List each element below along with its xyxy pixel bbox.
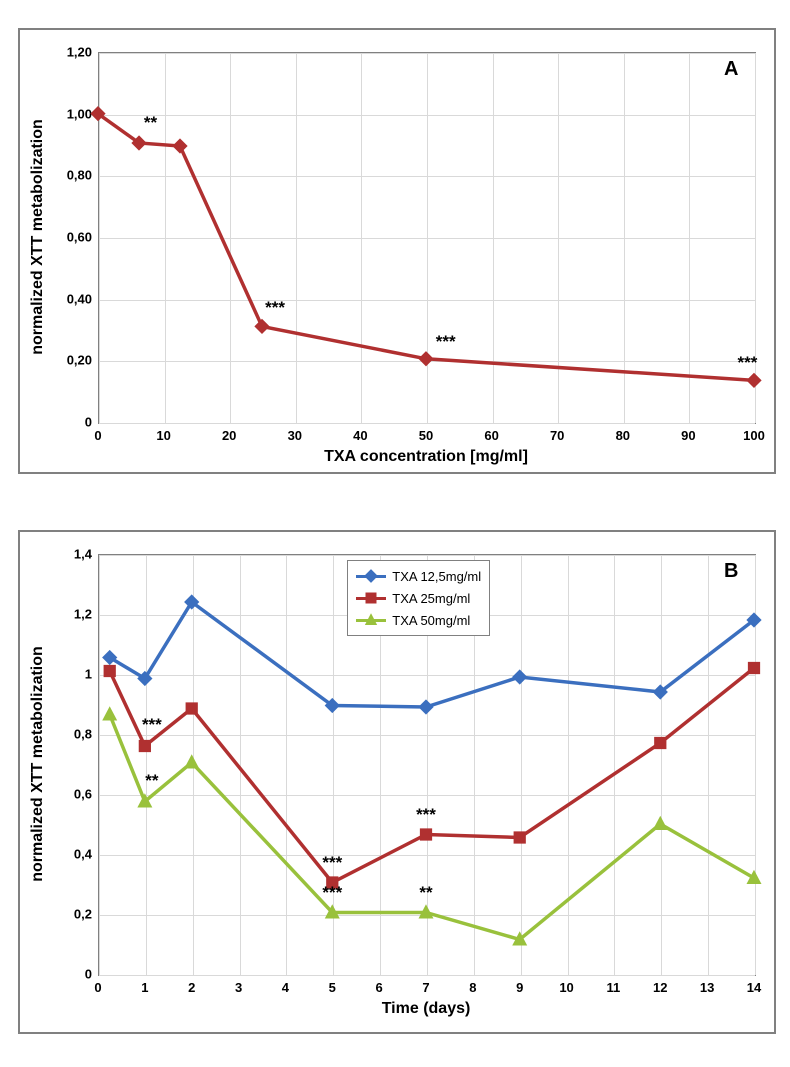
gridline: [296, 53, 297, 423]
x-tick-label: 5: [329, 980, 336, 995]
x-tick-label: 20: [222, 428, 236, 443]
panel-a-ylabel: normalized XTT metabolization: [29, 119, 47, 355]
y-tick-label: 0,4: [56, 847, 92, 862]
gridline: [361, 53, 362, 423]
legend-swatch: [356, 613, 386, 627]
y-tick-label: 0,80: [56, 168, 92, 183]
x-tick-label: 7: [422, 980, 429, 995]
gridline: [286, 555, 287, 975]
gridline: [333, 555, 334, 975]
x-tick-label: 14: [747, 980, 761, 995]
panel-a-xlabel: TXA concentration [mg/ml]: [324, 448, 528, 466]
y-tick-label: 0,2: [56, 907, 92, 922]
x-tick-label: 30: [288, 428, 302, 443]
legend-item: TXA 50mg/ml: [356, 609, 481, 631]
legend-item: TXA 25mg/ml: [356, 587, 481, 609]
legend-label: TXA 12,5mg/ml: [392, 569, 481, 584]
gridline: [165, 53, 166, 423]
x-tick-label: 0: [94, 980, 101, 995]
legend-swatch: [356, 591, 386, 605]
significance-annotation: ***: [265, 298, 285, 318]
x-tick-label: 2: [188, 980, 195, 995]
significance-annotation: ***: [322, 883, 342, 903]
x-tick-label: 0: [94, 428, 101, 443]
gridline: [521, 555, 522, 975]
x-tick-label: 50: [419, 428, 433, 443]
gridline: [755, 555, 756, 975]
y-tick-label: 0,6: [56, 787, 92, 802]
y-tick-label: 0,40: [56, 291, 92, 306]
significance-annotation: ***: [416, 805, 436, 825]
gridline: [99, 555, 100, 975]
significance-annotation: **: [419, 883, 432, 903]
gridline: [193, 555, 194, 975]
gridline: [624, 53, 625, 423]
legend-swatch: [356, 569, 386, 583]
panel-b-letter: B: [724, 560, 738, 583]
panel-b-xlabel: Time (days): [382, 1000, 471, 1018]
x-tick-label: 11: [607, 980, 621, 995]
x-tick-label: 100: [743, 428, 765, 443]
gridline: [493, 53, 494, 423]
significance-annotation: ***: [322, 853, 342, 873]
panel-a-plot: [98, 52, 756, 424]
y-tick-label: 0: [56, 967, 92, 982]
y-tick-label: 1,2: [56, 607, 92, 622]
significance-annotation: ***: [142, 715, 162, 735]
panel-b-ylabel: normalized XTT metabolization: [29, 646, 47, 882]
y-tick-label: 1,20: [56, 45, 92, 60]
gridline: [146, 555, 147, 975]
gridline: [661, 555, 662, 975]
gridline: [240, 555, 241, 975]
legend-item: TXA 12,5mg/ml: [356, 565, 481, 587]
figure: A TXA concentration [mg/ml] normalized X…: [0, 0, 790, 1067]
x-tick-label: 60: [484, 428, 498, 443]
significance-annotation: ***: [738, 353, 758, 373]
x-tick-label: 80: [616, 428, 630, 443]
gridline: [427, 53, 428, 423]
gridline: [568, 555, 569, 975]
x-tick-label: 4: [282, 980, 289, 995]
significance-annotation: ***: [436, 332, 456, 352]
y-tick-label: 0,8: [56, 727, 92, 742]
panelB-legend: TXA 12,5mg/ml TXA 25mg/ml TXA 50mg/ml: [347, 560, 490, 636]
x-tick-label: 3: [235, 980, 242, 995]
y-tick-label: 1: [56, 667, 92, 682]
gridline: [230, 53, 231, 423]
gridline: [708, 555, 709, 975]
legend-label: TXA 25mg/ml: [392, 591, 470, 606]
x-tick-label: 1: [141, 980, 148, 995]
significance-annotation: **: [144, 113, 157, 133]
x-tick-label: 10: [559, 980, 573, 995]
x-tick-label: 8: [469, 980, 476, 995]
gridline: [99, 423, 755, 424]
x-tick-label: 40: [353, 428, 367, 443]
x-tick-label: 6: [376, 980, 383, 995]
legend-label: TXA 50mg/ml: [392, 613, 470, 628]
y-tick-label: 1,4: [56, 547, 92, 562]
panel-a-letter: A: [724, 58, 738, 81]
y-tick-label: 0,60: [56, 230, 92, 245]
gridline: [614, 555, 615, 975]
gridline: [689, 53, 690, 423]
x-tick-label: 10: [156, 428, 170, 443]
y-tick-label: 1,00: [56, 106, 92, 121]
significance-annotation: **: [145, 771, 158, 791]
gridline: [99, 975, 755, 976]
x-tick-label: 13: [700, 980, 714, 995]
y-tick-label: 0,20: [56, 353, 92, 368]
gridline: [99, 53, 100, 423]
y-tick-label: 0: [56, 415, 92, 430]
x-tick-label: 9: [516, 980, 523, 995]
x-tick-label: 90: [681, 428, 695, 443]
x-tick-label: 70: [550, 428, 564, 443]
x-tick-label: 12: [653, 980, 667, 995]
gridline: [558, 53, 559, 423]
